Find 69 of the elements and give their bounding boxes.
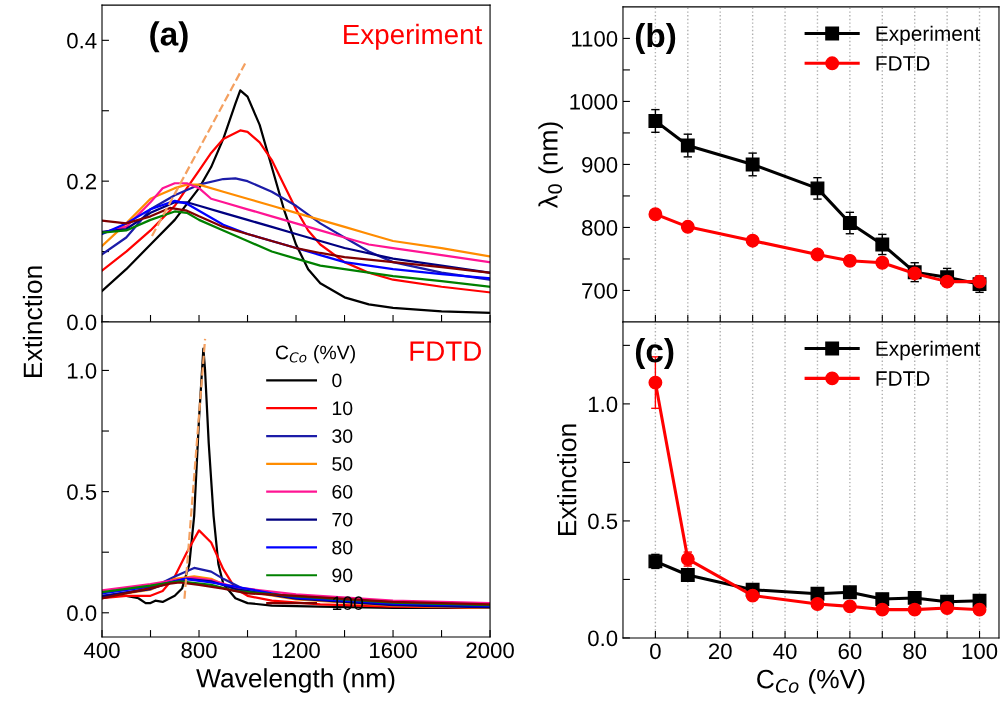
legend-label: 10: [332, 401, 353, 416]
point: [907, 602, 922, 617]
legend-label: 50: [332, 457, 353, 471]
y-tick-label: 0.0: [67, 605, 97, 622]
y-tick-label: 800: [582, 219, 618, 236]
y-tick-label: 0.0: [67, 314, 97, 331]
point: [745, 157, 760, 172]
y-tick-label: 900: [582, 156, 618, 173]
x-tick-label: 20: [708, 643, 732, 660]
legend-title: C$_{Co}$ (%V): [275, 345, 355, 364]
legend-label: 90: [332, 568, 353, 583]
point: [745, 588, 760, 603]
x-axis-title: C$_{Co}$ (%V): [757, 669, 865, 694]
point: [810, 247, 825, 262]
point: [972, 602, 987, 617]
y-tick-label: 700: [582, 283, 618, 299]
x-tick-label: 40: [773, 643, 797, 660]
legend-label: 80: [332, 540, 353, 555]
point: [842, 599, 857, 614]
legend-label: 0: [332, 373, 342, 388]
annotation: (a): [150, 21, 188, 53]
point: [842, 585, 857, 600]
annotation: (c): [635, 338, 674, 370]
y-axis-title: Extinction: [557, 424, 577, 535]
y-tick-label: 1000: [570, 93, 618, 110]
point: [940, 601, 955, 615]
y-tick-label: 1.0: [67, 362, 97, 379]
y-tick-label: 1.0: [588, 396, 618, 413]
point: [810, 597, 825, 611]
legend-label: Experiment: [876, 25, 981, 46]
point: [907, 590, 922, 605]
annotation: FDTD: [410, 341, 481, 361]
point: [648, 114, 663, 128]
legend-label: 70: [332, 512, 353, 527]
x-tick-label: 1200: [273, 642, 320, 659]
y-tick-label: 0.0: [588, 630, 618, 647]
point: [842, 253, 857, 268]
point: [648, 207, 663, 222]
point: [875, 602, 890, 617]
x-tick-label: 100: [962, 643, 998, 660]
legend-label: 60: [332, 484, 353, 499]
x-tick-label: 80: [903, 643, 927, 660]
legend-label: FDTD: [876, 371, 930, 386]
y-tick-label: 1100: [572, 30, 618, 47]
annotation: (b): [635, 22, 676, 54]
point: [745, 233, 760, 248]
y-axis-title: Extinction: [22, 266, 43, 377]
x-tick-label: 2000: [466, 642, 514, 659]
point: [875, 255, 890, 270]
x-axis-title: Wavelength (nm): [196, 668, 395, 693]
line-series: [102, 177, 491, 281]
y-tick-label: 0.4: [67, 32, 97, 49]
x-tick-label: 800: [181, 642, 217, 659]
legend-label: 30: [332, 429, 353, 444]
line-series: [102, 210, 491, 288]
annotation: Experiment: [344, 23, 483, 50]
x-tick-label: 60: [838, 643, 862, 660]
point: [680, 219, 695, 234]
x-tick-label: 0: [650, 643, 661, 660]
y-tick-label: 0.5: [588, 513, 618, 530]
y-axis-title: λ$_{0}$ (nm): [538, 122, 563, 209]
legend-label: FDTD: [876, 56, 930, 71]
point: [940, 274, 955, 289]
legend-label: Experiment: [876, 340, 981, 361]
x-tick-label: 400: [83, 642, 120, 659]
x-tick-label: 1600: [370, 642, 417, 659]
line-series: [102, 129, 491, 294]
y-tick-label: 0.5: [67, 484, 97, 500]
y-tick-label: 0.2: [67, 173, 97, 190]
